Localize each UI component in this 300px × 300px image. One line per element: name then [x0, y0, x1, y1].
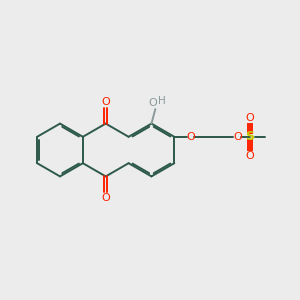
Text: O: O: [101, 193, 110, 203]
Text: O: O: [245, 113, 254, 123]
Text: O: O: [101, 97, 110, 107]
Text: O: O: [186, 132, 195, 142]
Text: O: O: [149, 98, 158, 108]
Text: O: O: [233, 132, 242, 142]
Text: H: H: [158, 96, 166, 106]
Text: O: O: [245, 151, 254, 161]
Text: S: S: [245, 130, 254, 143]
